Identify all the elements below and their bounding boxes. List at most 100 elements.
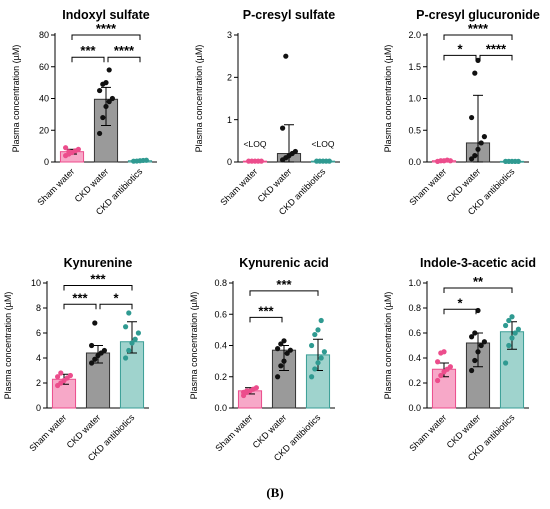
chart-title: Kynurenine xyxy=(64,256,133,270)
figure-caption: (B) xyxy=(266,485,284,500)
x-tick-label: Sham water xyxy=(407,412,448,453)
loq-annotation: <LOQ xyxy=(312,139,335,149)
data-point xyxy=(66,149,72,155)
data-point xyxy=(475,57,481,64)
significance-bracket xyxy=(71,34,141,40)
y-tick-label: 0.0 xyxy=(408,403,421,413)
y-axis-label: Plasma concentration (µM) xyxy=(189,292,199,400)
significance-bracket xyxy=(443,287,513,293)
data-point xyxy=(447,364,453,370)
data-point xyxy=(515,158,522,164)
x-tick-label: Sham water xyxy=(27,412,68,453)
data-point xyxy=(281,358,287,364)
data-point xyxy=(123,355,129,361)
y-tick-label: 0.0 xyxy=(214,403,227,413)
data-point xyxy=(126,310,132,316)
y-tick-label: 1 xyxy=(227,115,232,125)
y-tick-label: 0.4 xyxy=(408,353,421,363)
data-point xyxy=(275,346,281,352)
data-point xyxy=(123,324,129,330)
significance-label: * xyxy=(457,41,463,56)
chart-panel: P-cresyl glucuronide Plasma concentration… xyxy=(383,8,540,217)
data-point xyxy=(284,350,290,356)
y-tick-label: 0.8 xyxy=(408,303,421,313)
data-point xyxy=(506,317,512,324)
significance-label: *** xyxy=(276,277,292,292)
significance-label: *** xyxy=(72,290,88,305)
data-point xyxy=(92,320,98,326)
significance-bracket xyxy=(479,54,513,61)
data-point xyxy=(509,335,515,341)
y-tick-label: 80 xyxy=(39,30,49,40)
data-point xyxy=(312,331,318,338)
y-tick-label: 0 xyxy=(227,157,232,167)
data-point xyxy=(103,80,109,86)
data-point xyxy=(89,342,95,349)
significance-bracket xyxy=(443,308,477,315)
data-point xyxy=(103,103,109,110)
data-point xyxy=(143,157,149,163)
data-point xyxy=(515,326,522,332)
data-point xyxy=(469,367,475,374)
data-point xyxy=(475,307,481,314)
data-point xyxy=(67,372,73,379)
data-point xyxy=(481,134,487,140)
data-point xyxy=(101,347,107,354)
data-point xyxy=(441,349,447,355)
y-tick-label: 20 xyxy=(39,125,49,135)
y-tick-label: 8 xyxy=(36,303,41,313)
y-tick-label: 6 xyxy=(36,328,41,338)
data-point xyxy=(97,130,103,137)
significance-bracket xyxy=(107,56,141,63)
data-point xyxy=(100,114,106,121)
data-point xyxy=(129,340,135,346)
data-point xyxy=(58,370,64,376)
y-tick-label: 1.0 xyxy=(408,278,421,288)
significance-bracket xyxy=(249,316,283,323)
data-point xyxy=(283,53,289,59)
significance-label: *** xyxy=(258,303,274,318)
data-point xyxy=(475,146,481,152)
data-point xyxy=(253,385,259,391)
loq-annotation: <LOQ xyxy=(244,139,267,149)
significance-label: **** xyxy=(96,21,117,36)
significance-label: **** xyxy=(114,43,135,58)
y-tick-label: 2 xyxy=(227,73,232,83)
significance-bracket xyxy=(99,303,133,310)
significance-bracket xyxy=(63,285,133,291)
data-point xyxy=(475,349,481,355)
data-point xyxy=(469,334,475,340)
y-tick-label: 0.8 xyxy=(214,278,227,288)
chart-title: P-cresyl sulfate xyxy=(243,8,335,22)
significance-label: ** xyxy=(473,274,484,289)
significance-label: **** xyxy=(486,41,507,56)
y-tick-label: 4 xyxy=(36,353,41,363)
data-point xyxy=(321,349,327,355)
data-point xyxy=(292,148,298,155)
data-point xyxy=(472,330,478,336)
chart-panel: P-cresyl sulfate Plasma concentration (µM… xyxy=(194,8,340,217)
significance-label: *** xyxy=(80,43,96,58)
significance-label: * xyxy=(457,295,463,310)
x-tick-label: Sham water xyxy=(407,166,448,207)
data-point xyxy=(435,377,441,384)
data-point xyxy=(89,360,95,366)
y-tick-label: 0.6 xyxy=(408,328,421,338)
significance-bracket xyxy=(71,56,105,63)
y-tick-label: 10 xyxy=(31,278,41,288)
data-point xyxy=(512,330,518,336)
data-point xyxy=(75,146,81,152)
chart-panel: Kynurenic acid Plasma concentration (µM) 0… xyxy=(189,256,335,463)
y-tick-label: 0 xyxy=(36,403,41,413)
chart-title: Indoxyl sulfate xyxy=(62,8,150,22)
data-point xyxy=(106,67,112,73)
y-axis-label: Plasma concentration (µM) xyxy=(383,292,393,400)
data-point xyxy=(55,374,61,380)
chart-title: Kynurenic acid xyxy=(239,256,329,270)
significance-bracket xyxy=(443,34,513,40)
data-point xyxy=(503,322,509,329)
data-point xyxy=(435,359,441,365)
x-tick-label: Sham water xyxy=(213,412,254,453)
y-tick-label: 3 xyxy=(227,30,232,40)
data-point xyxy=(472,153,478,159)
